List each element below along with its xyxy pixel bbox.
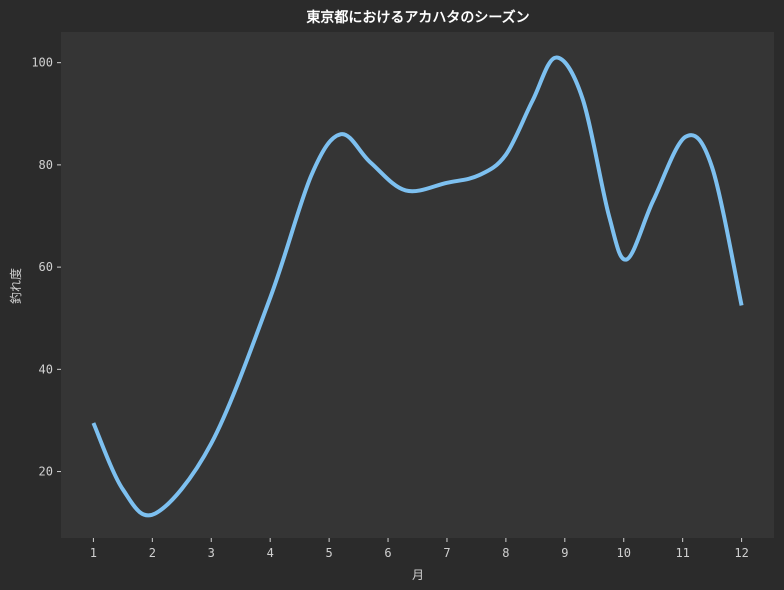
x-tick-label: 6 <box>384 546 391 560</box>
x-tick-label: 8 <box>502 546 509 560</box>
x-tick-label: 1 <box>90 546 97 560</box>
series-layer <box>91 55 744 518</box>
x-tick-label: 10 <box>617 546 631 560</box>
x-axis: 1 2 3 4 5 6 7 8 9 10 11 12 <box>90 538 749 560</box>
x-tick-label: 11 <box>675 546 689 560</box>
y-tick-label: 100 <box>31 56 53 70</box>
x-tick-label: 9 <box>561 546 568 560</box>
y-tick-label: 40 <box>39 362 53 376</box>
y-tick-label: 60 <box>39 260 53 274</box>
x-tick-label: 4 <box>267 546 274 560</box>
chart-title: 東京都におけるアカハタのシーズン <box>306 9 529 26</box>
series-line <box>91 55 744 518</box>
x-tick-label: 7 <box>443 546 450 560</box>
y-tick-label: 20 <box>39 465 53 479</box>
x-axis-label: 月 <box>412 568 424 582</box>
y-axis-label: 釣れ度 <box>8 268 23 304</box>
y-tick-label: 80 <box>39 158 53 172</box>
x-tick-label: 3 <box>208 546 215 560</box>
x-tick-label: 2 <box>149 546 156 560</box>
y-axis: 20 40 60 80 100 <box>31 56 61 479</box>
plot-area <box>61 32 774 538</box>
x-tick-label: 5 <box>325 546 332 560</box>
x-tick-label: 12 <box>734 546 748 560</box>
